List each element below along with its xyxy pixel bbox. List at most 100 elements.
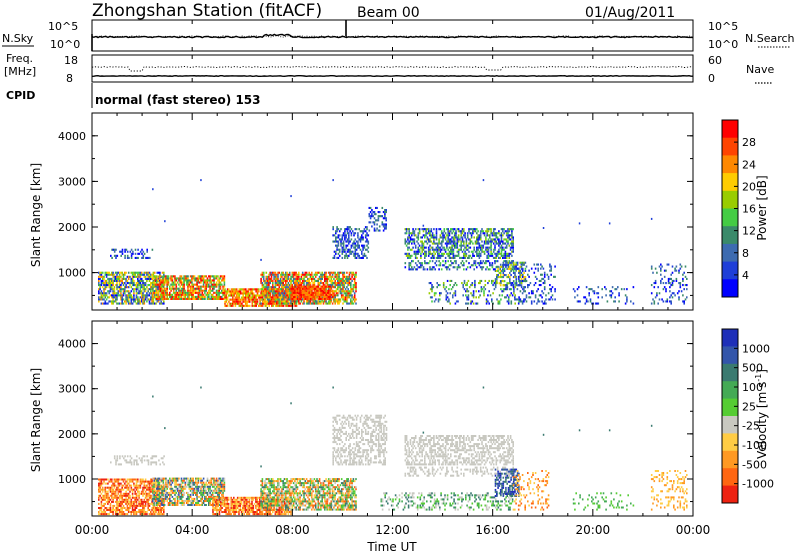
vel-cell: [143, 492, 146, 495]
power-cell: [461, 260, 464, 263]
power-cell: [606, 300, 609, 303]
power-cell: [263, 292, 265, 295]
power-cell: [279, 296, 282, 299]
power-cell: [307, 293, 309, 296]
vel-cell: [111, 480, 113, 483]
power-cell: [266, 294, 269, 297]
vel-cell: [120, 500, 122, 503]
power-cell: [139, 300, 142, 303]
vel-cell: [121, 488, 123, 491]
power-cell: [313, 302, 316, 305]
power-cell: [261, 275, 264, 278]
power-cell: [469, 246, 472, 249]
vel-cell: [116, 478, 118, 481]
power-cell: [448, 256, 451, 259]
power-cell: [485, 268, 487, 271]
power-cell: [314, 302, 317, 305]
power-cell: [130, 271, 133, 274]
power-cell: [170, 293, 172, 296]
power-cell: [153, 277, 155, 280]
power-cell: [302, 295, 304, 298]
power-cell: [460, 240, 462, 243]
power-cell: [434, 242, 436, 245]
power-cell: [443, 248, 446, 251]
power-cell: [287, 282, 290, 285]
power-cell: [492, 292, 494, 295]
power-cell: [315, 287, 317, 290]
power-cell: [311, 293, 313, 296]
power-cell: [314, 273, 317, 276]
power-cell: [264, 294, 267, 297]
vel-cell: [122, 500, 125, 503]
power-cell: [507, 265, 510, 268]
power-cell: [287, 284, 290, 287]
vel-cell: [129, 478, 131, 481]
power-cell: [273, 277, 275, 280]
power-cell: [498, 271, 501, 274]
power-cell: [490, 230, 492, 233]
vel-cell: [125, 513, 127, 516]
power-cell: [258, 288, 260, 291]
power-cell: [416, 256, 418, 259]
power-cell: [333, 296, 335, 299]
power-cell: [333, 271, 335, 274]
power-cell: [489, 228, 491, 231]
power-cell: [113, 279, 116, 282]
power-cell: [673, 292, 675, 295]
vel-cell: [134, 484, 136, 487]
power-cell: [272, 292, 274, 295]
power-cell: [509, 282, 511, 285]
power-cell: [202, 289, 205, 292]
power-cell: [103, 282, 105, 285]
power-cell: [161, 291, 163, 294]
vel-cell: [100, 492, 103, 495]
power-cell: [290, 277, 292, 280]
power-cell: [233, 302, 235, 305]
power-cell: [457, 230, 460, 233]
vel-cell: [109, 480, 112, 483]
power-cell: [414, 252, 417, 255]
power-cell: [202, 275, 205, 278]
power-cell: [470, 234, 473, 237]
power-cell: [251, 288, 254, 291]
vel-cell: [146, 511, 148, 513]
power-cell: [165, 289, 167, 292]
power-cell: [492, 228, 495, 231]
power-cell: [451, 240, 453, 243]
vel-cell: [139, 478, 142, 481]
power-cell: [468, 246, 470, 249]
power-cell: [506, 267, 508, 270]
power-cell: [251, 292, 254, 295]
power-cell: [597, 296, 600, 299]
power-cell: [325, 295, 327, 298]
power-cell: [344, 234, 346, 237]
power-cell: [213, 287, 215, 290]
power-cell: [344, 238, 346, 241]
power-cell: [326, 275, 329, 278]
power-cell: [287, 273, 290, 276]
power-cell: [152, 287, 154, 290]
power-cell: [318, 302, 321, 305]
power-cell: [205, 293, 207, 296]
power-cell: [466, 282, 468, 285]
power-cell: [542, 282, 545, 285]
power-cell: [510, 300, 513, 303]
power-cell: [465, 294, 467, 297]
power-cell: [165, 297, 167, 300]
power-cell: [288, 284, 291, 287]
power-cell: [234, 290, 237, 293]
power-cell: [180, 283, 183, 286]
power-cell: [112, 273, 114, 276]
power-cell: [502, 246, 504, 249]
power-cell: [433, 292, 436, 295]
power-cell: [484, 284, 487, 287]
power-cell: [503, 260, 505, 263]
power-cell: [490, 264, 492, 267]
vel-cell: [140, 498, 143, 501]
power-cell: [127, 302, 130, 305]
power-cell: [447, 234, 449, 237]
power-cell: [433, 300, 436, 303]
power-cell: [299, 279, 301, 282]
power-cell: [414, 262, 417, 265]
